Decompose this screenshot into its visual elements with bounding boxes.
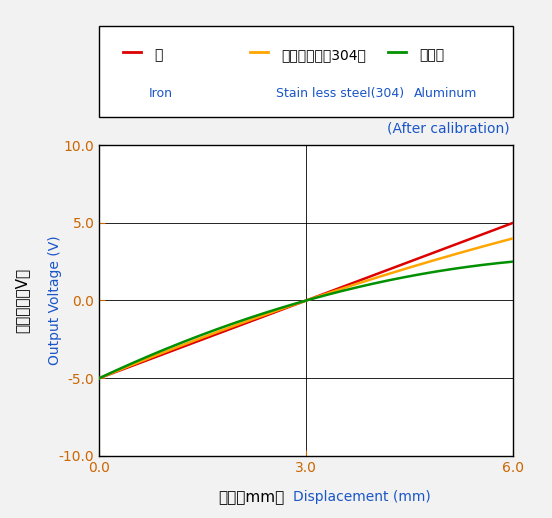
- Text: Stain less steel(304): Stain less steel(304): [276, 88, 404, 100]
- Text: Output Voltage (V): Output Voltage (V): [48, 236, 62, 365]
- Text: Displacement (mm): Displacement (mm): [293, 490, 431, 505]
- Text: 鉄: 鉄: [155, 48, 163, 62]
- Text: Iron: Iron: [149, 88, 173, 100]
- Text: アルミ: アルミ: [420, 48, 445, 62]
- Text: 変位（mm）: 変位（mm）: [218, 490, 284, 505]
- Text: 出力電圧（V）: 出力電圧（V）: [14, 268, 30, 333]
- Text: Aluminum: Aluminum: [414, 88, 477, 100]
- Text: ステンレス（304）: ステンレス（304）: [282, 48, 367, 62]
- Text: (After calibration): (After calibration): [386, 122, 509, 136]
